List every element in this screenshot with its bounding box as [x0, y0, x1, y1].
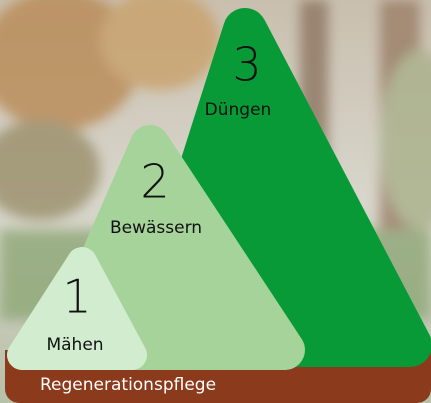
step-label: Mähen [46, 335, 103, 355]
step-number: 2 [140, 155, 169, 209]
step-number: 1 [62, 270, 91, 324]
step-number: 3 [232, 38, 261, 92]
base-label: Regenerationspflege [40, 375, 216, 395]
diagram: 3 Düngen 2 Bewässern 1 Mähen Regeneratio… [0, 0, 431, 403]
step-label: Düngen [205, 100, 272, 120]
step-label: Bewässern [110, 218, 202, 238]
